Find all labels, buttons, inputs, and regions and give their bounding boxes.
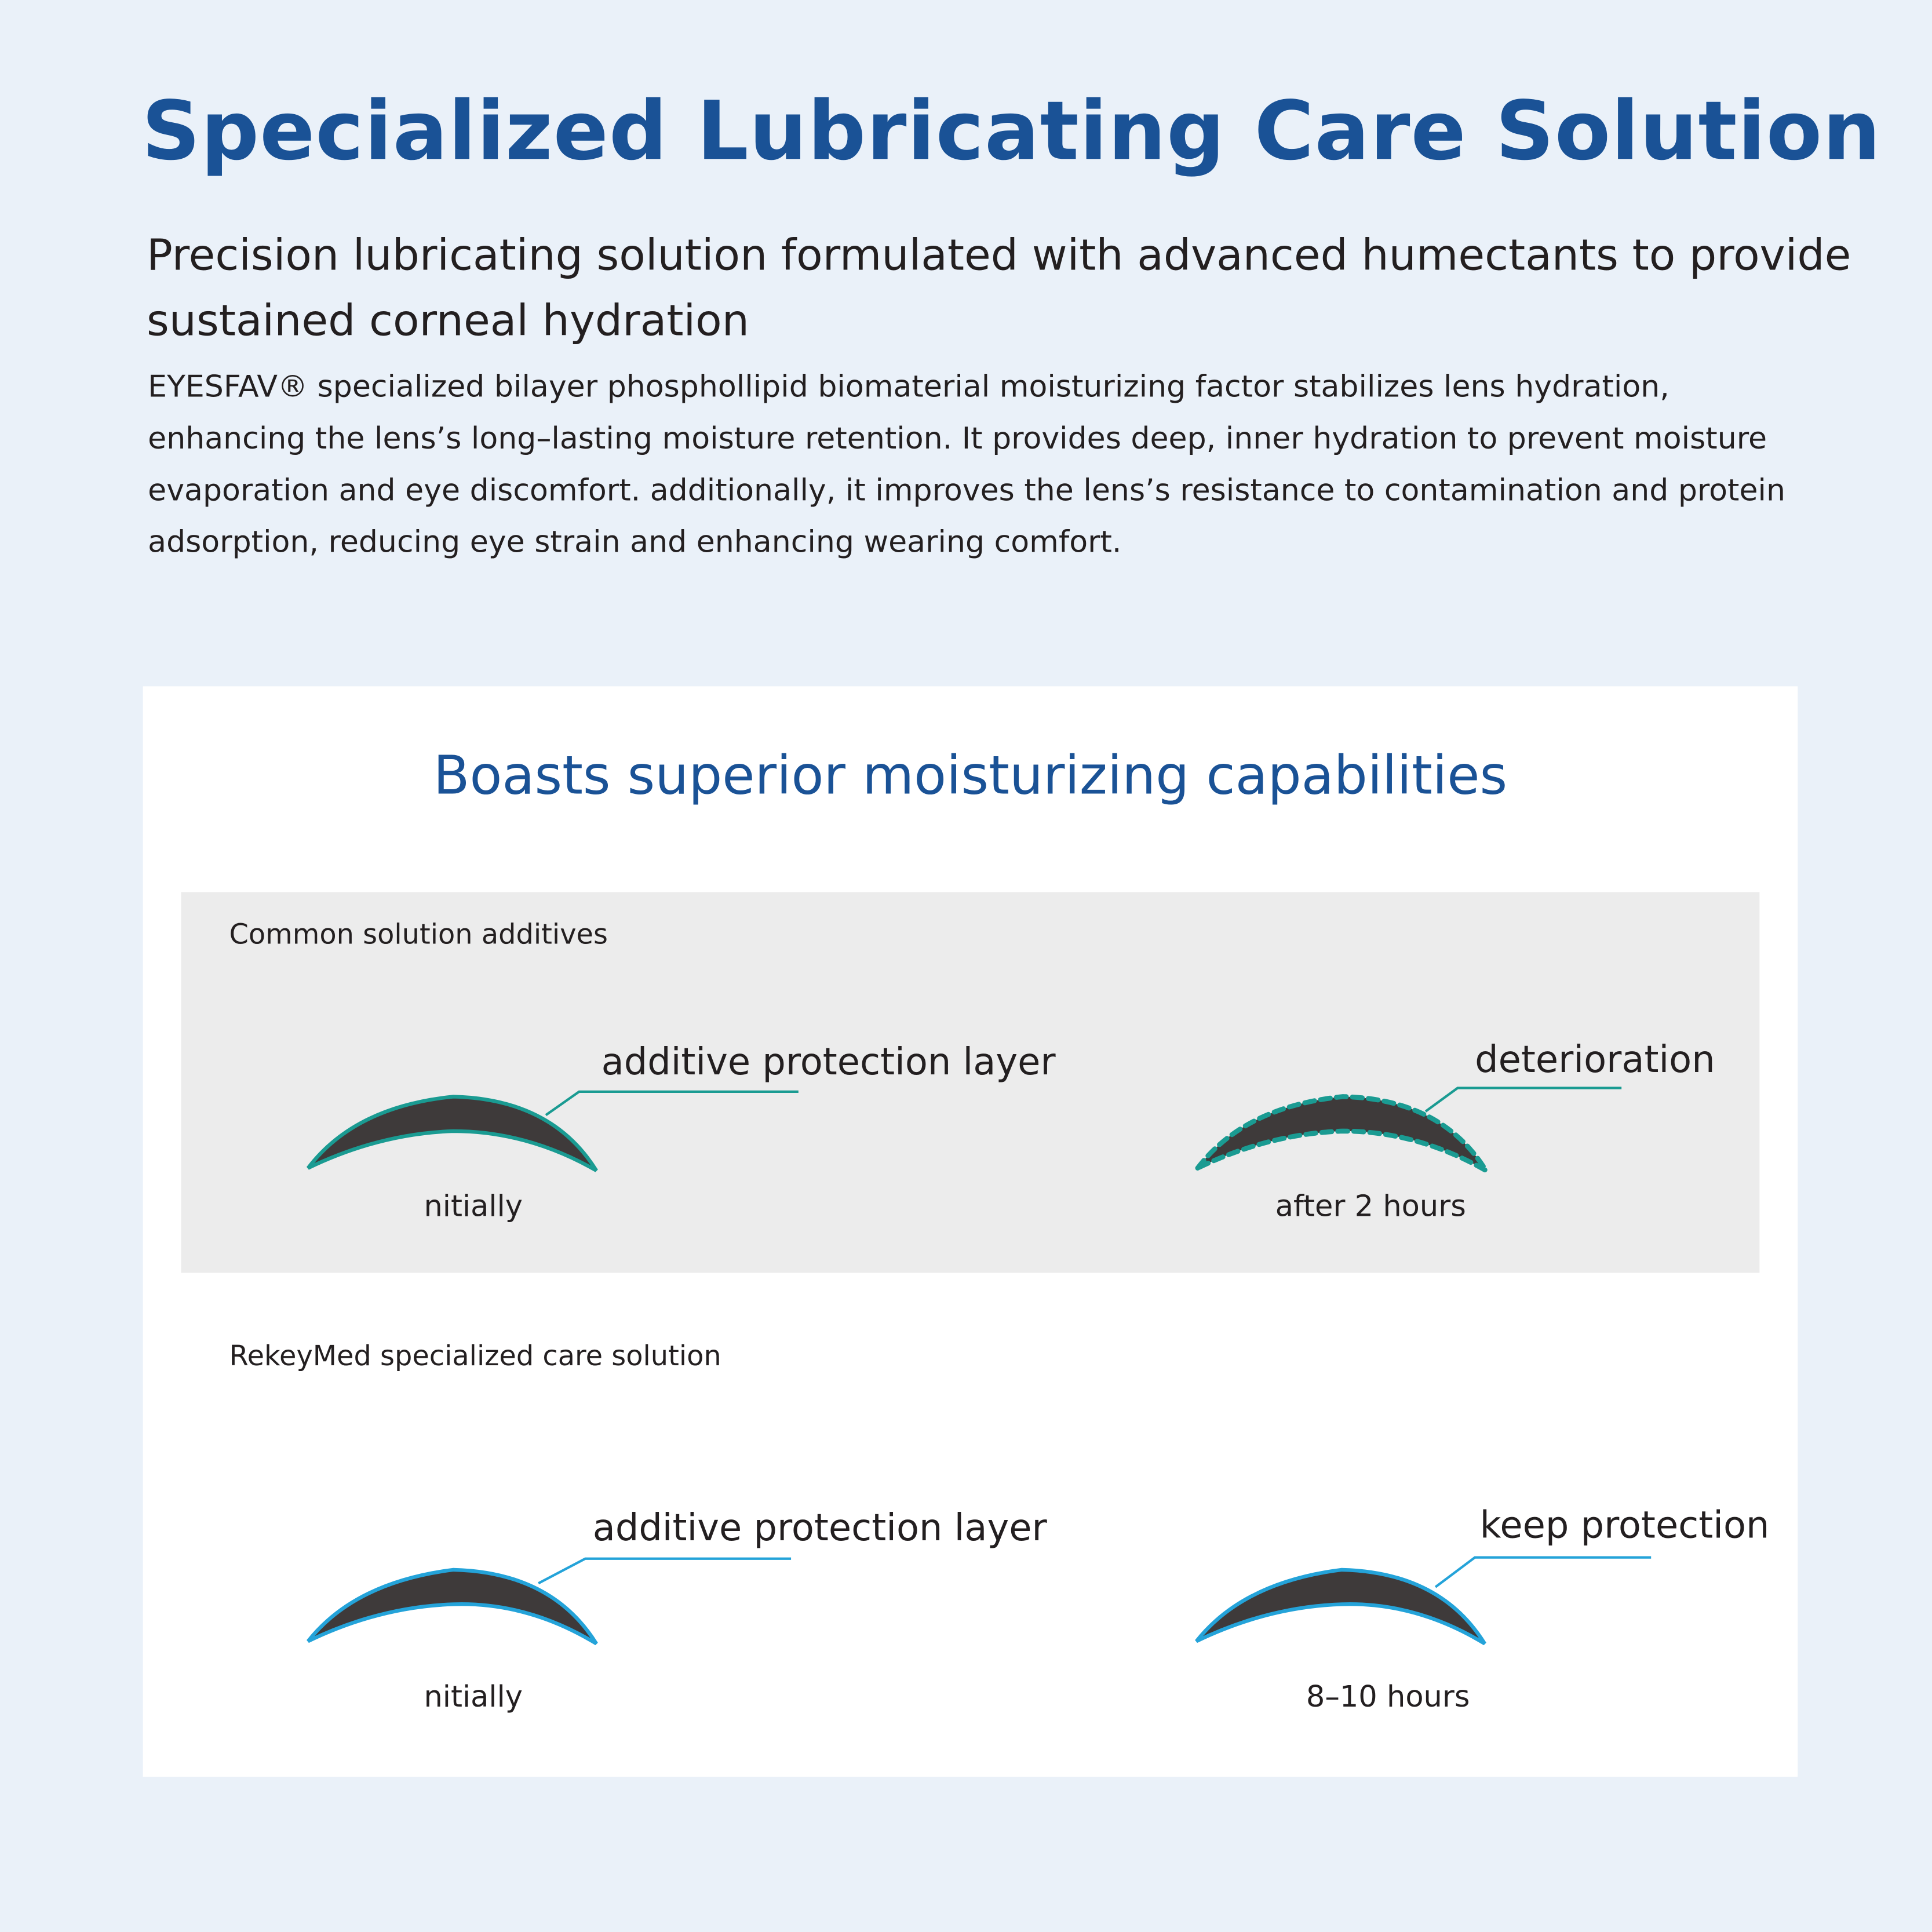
- comparison-card: Boasts superior moisturizing capabilitie…: [143, 686, 1798, 1777]
- lens-illustration-deteriorated: [1195, 1094, 1488, 1173]
- comparison-title: Boasts superior moisturizing capabilitie…: [433, 745, 1508, 807]
- common-heading: Common solution additives: [229, 919, 608, 952]
- leader-line: [538, 1557, 792, 1585]
- time-caption: nitially: [424, 1189, 523, 1224]
- description-paragraph: EYESFAV® specialized bilayer phosphollip…: [148, 368, 1786, 560]
- time-caption: nitially: [424, 1679, 523, 1714]
- keep-protection-label: keep protection: [1479, 1504, 1770, 1548]
- page-title: Specialized Lubricating Care Solution: [141, 83, 1882, 179]
- page-subtitle: Precision lubricating solution formulate…: [147, 231, 1851, 347]
- leader-line: [1424, 1087, 1622, 1113]
- layer-label: additive protection layer: [592, 1507, 1047, 1550]
- leader-line: [545, 1090, 799, 1117]
- leader-line: [1434, 1556, 1652, 1588]
- rekeymed-heading: RekeyMed specialized care solution: [229, 1340, 721, 1373]
- time-caption: after 2 hours: [1275, 1189, 1466, 1224]
- lens-illustration-initial: [307, 1095, 598, 1172]
- lens-illustration-initial: [307, 1568, 598, 1646]
- time-caption: 8–10 hours: [1306, 1679, 1470, 1714]
- deterioration-label: deterioration: [1475, 1038, 1715, 1082]
- layer-label: additive protection layer: [601, 1041, 1056, 1085]
- lens-illustration-protected: [1195, 1568, 1486, 1646]
- common-solution-panel: [181, 892, 1760, 1273]
